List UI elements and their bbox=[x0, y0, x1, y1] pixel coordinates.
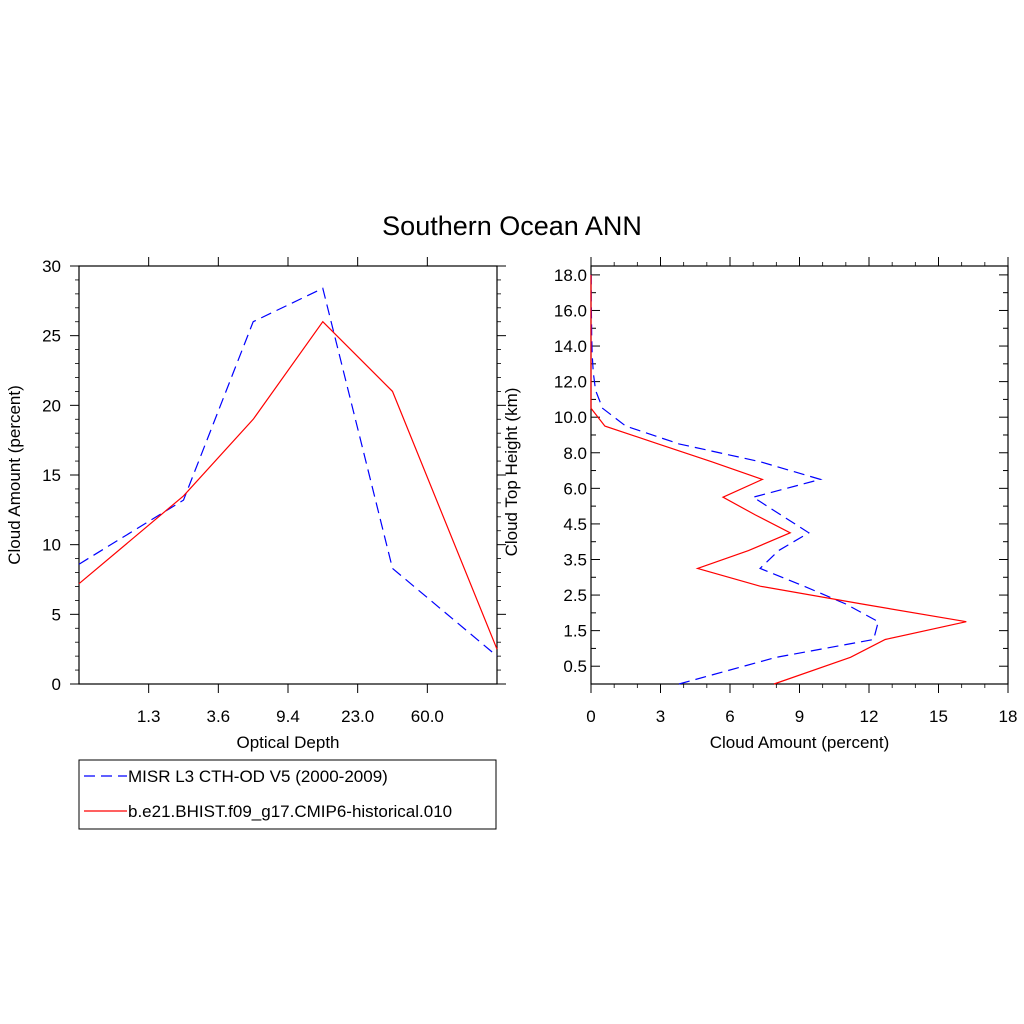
right-plot-frame bbox=[590, 265, 1009, 685]
y-tick-label: 25 bbox=[42, 327, 61, 346]
x-tick-label: 1.3 bbox=[137, 707, 161, 726]
right-plot-cloud-top-height: 0.5 1.5 2.5 3.5 4.5 6.0 8.0 10.0 12.0 14.0 16.0 18.… bbox=[502, 257, 1017, 752]
y-tick-label: 1.5 bbox=[563, 622, 587, 641]
series-line-0 bbox=[590, 274, 880, 685]
legend: MISR L3 CTH-OD V5 (2000-2009) b.e21.BHIS… bbox=[78, 759, 497, 830]
right-y-axis-label: Cloud Top Height (km) bbox=[502, 388, 521, 557]
legend-label-misr: MISR L3 CTH-OD V5 (2000-2009) bbox=[128, 767, 388, 786]
x-tick-label: 3 bbox=[656, 707, 665, 726]
y-tick-label: 3.5 bbox=[563, 550, 587, 569]
y-tick-label: 6.0 bbox=[563, 479, 587, 498]
y-tick-label: 10.0 bbox=[554, 408, 587, 427]
x-tick-label: 12 bbox=[860, 707, 879, 726]
y-tick-label: 12.0 bbox=[554, 373, 587, 392]
y-tick-label: 0 bbox=[52, 675, 61, 694]
series-line-1 bbox=[78, 320, 498, 650]
chart-title: Southern Ocean ANN bbox=[382, 211, 642, 241]
x-tick-label: 60.0 bbox=[411, 707, 444, 726]
left-plot-frame bbox=[78, 265, 498, 685]
x-tick-label: 3.6 bbox=[207, 707, 231, 726]
y-tick-label: 8.0 bbox=[563, 444, 587, 463]
left-y-axis-label: Cloud Amount (percent) bbox=[5, 385, 24, 565]
y-tick-label: 18.0 bbox=[554, 266, 587, 285]
y-tick-label: 2.5 bbox=[563, 586, 587, 605]
right-x-axis-label: Cloud Amount (percent) bbox=[710, 733, 890, 752]
x-tick-label: 15 bbox=[929, 707, 948, 726]
y-tick-label: 20 bbox=[42, 396, 61, 415]
x-tick-label: 23.0 bbox=[341, 707, 374, 726]
series-line-0 bbox=[78, 287, 498, 657]
x-tick-label: 9.4 bbox=[276, 707, 300, 726]
y-tick-label: 14.0 bbox=[554, 337, 587, 356]
y-tick-label: 16.0 bbox=[554, 301, 587, 320]
x-tick-label: 18 bbox=[999, 707, 1018, 726]
x-tick-label: 9 bbox=[795, 707, 804, 726]
y-tick-label: 30 bbox=[42, 257, 61, 276]
left-plot-optical-depth: 0 5 10 15 20 25 30 1.3 3.6 9.4 23.0 60.0 Optical Dep… bbox=[5, 257, 506, 752]
legend-box bbox=[78, 759, 497, 830]
y-tick-label: 15 bbox=[42, 466, 61, 485]
series-line-1 bbox=[590, 274, 967, 685]
y-tick-label: 5 bbox=[52, 605, 61, 624]
y-tick-label: 10 bbox=[42, 536, 61, 555]
left-x-axis-label: Optical Depth bbox=[237, 733, 340, 752]
y-tick-label: 0.5 bbox=[563, 657, 587, 676]
x-tick-label: 6 bbox=[725, 707, 734, 726]
legend-label-model: b.e21.BHIST.f09_g17.CMIP6-historical.010 bbox=[128, 802, 452, 821]
y-tick-label: 4.5 bbox=[563, 515, 587, 534]
x-tick-label: 0 bbox=[586, 707, 595, 726]
